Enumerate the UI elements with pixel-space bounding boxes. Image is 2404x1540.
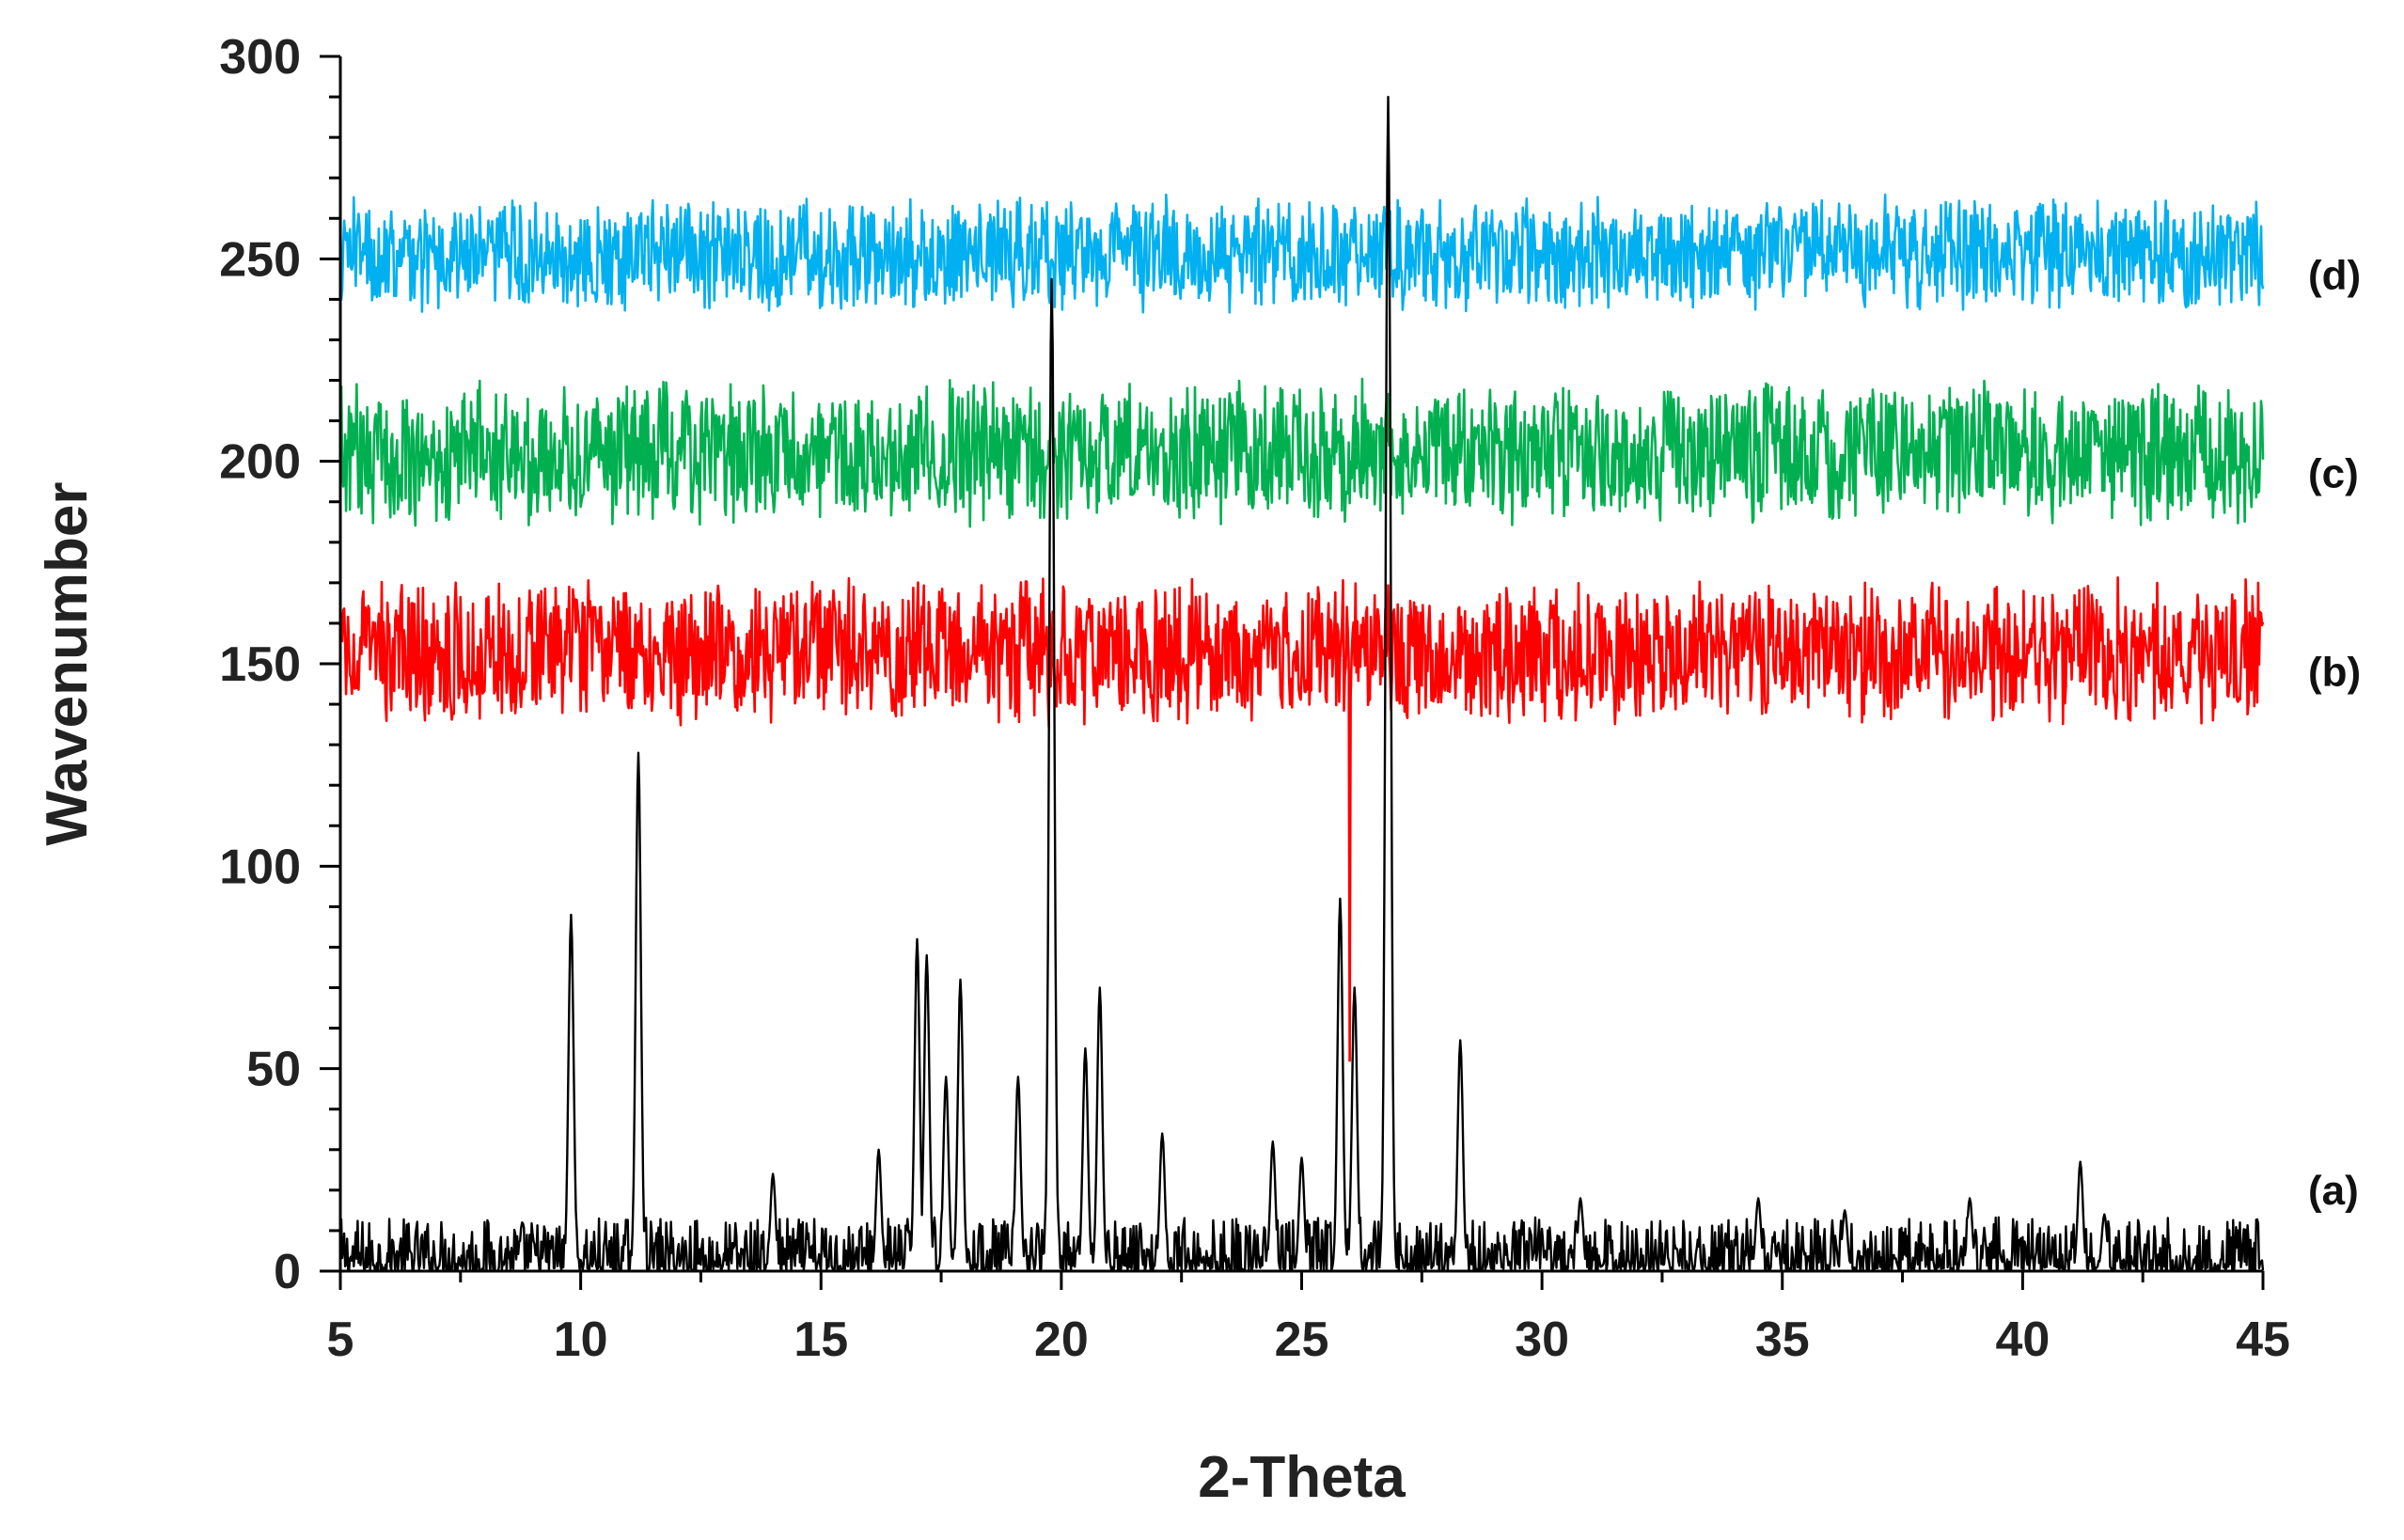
x-tick-label: 5 <box>327 1312 354 1367</box>
labels-layer: 0 50 100 150 200 250 300 5 10 15 20 25 30 35 40 45 (a) (b… <box>219 30 2361 1367</box>
y-tick-label: 50 <box>246 1043 301 1097</box>
x-tick-label: 40 <box>1995 1312 2050 1367</box>
y-tick-label: 200 <box>219 435 301 490</box>
series-label-d: (d) <box>2308 253 2361 299</box>
ticks-layer <box>320 55 2265 1290</box>
series-label-c: (c) <box>2308 451 2359 497</box>
series-line-c <box>338 377 2265 528</box>
series-line-a <box>338 95 2265 1273</box>
y-tick-label: 250 <box>219 232 301 287</box>
series-label-a: (a) <box>2308 1168 2359 1214</box>
series-layer <box>338 95 2265 1273</box>
x-tick-label: 15 <box>793 1312 848 1367</box>
y-tick-label: 0 <box>274 1245 301 1299</box>
x-tick-label: 45 <box>2236 1312 2290 1367</box>
x-tick-label: 35 <box>1755 1312 1810 1367</box>
x-tick-label: 20 <box>1034 1312 1089 1367</box>
y-axis-title: Wavenumber <box>35 481 100 845</box>
x-tick-label: 10 <box>554 1312 608 1367</box>
x-axis-title: 2-Theta <box>1198 1445 1406 1510</box>
y-tick-label: 300 <box>219 30 301 85</box>
y-tick-label: 100 <box>219 840 301 894</box>
series-line-d <box>338 193 2265 314</box>
y-tick-label: 150 <box>219 637 301 692</box>
series-line-b <box>338 575 2265 1062</box>
x-tick-label: 30 <box>1515 1312 1569 1367</box>
x-tick-label: 25 <box>1275 1312 1329 1367</box>
series-label-b: (b) <box>2308 650 2361 696</box>
